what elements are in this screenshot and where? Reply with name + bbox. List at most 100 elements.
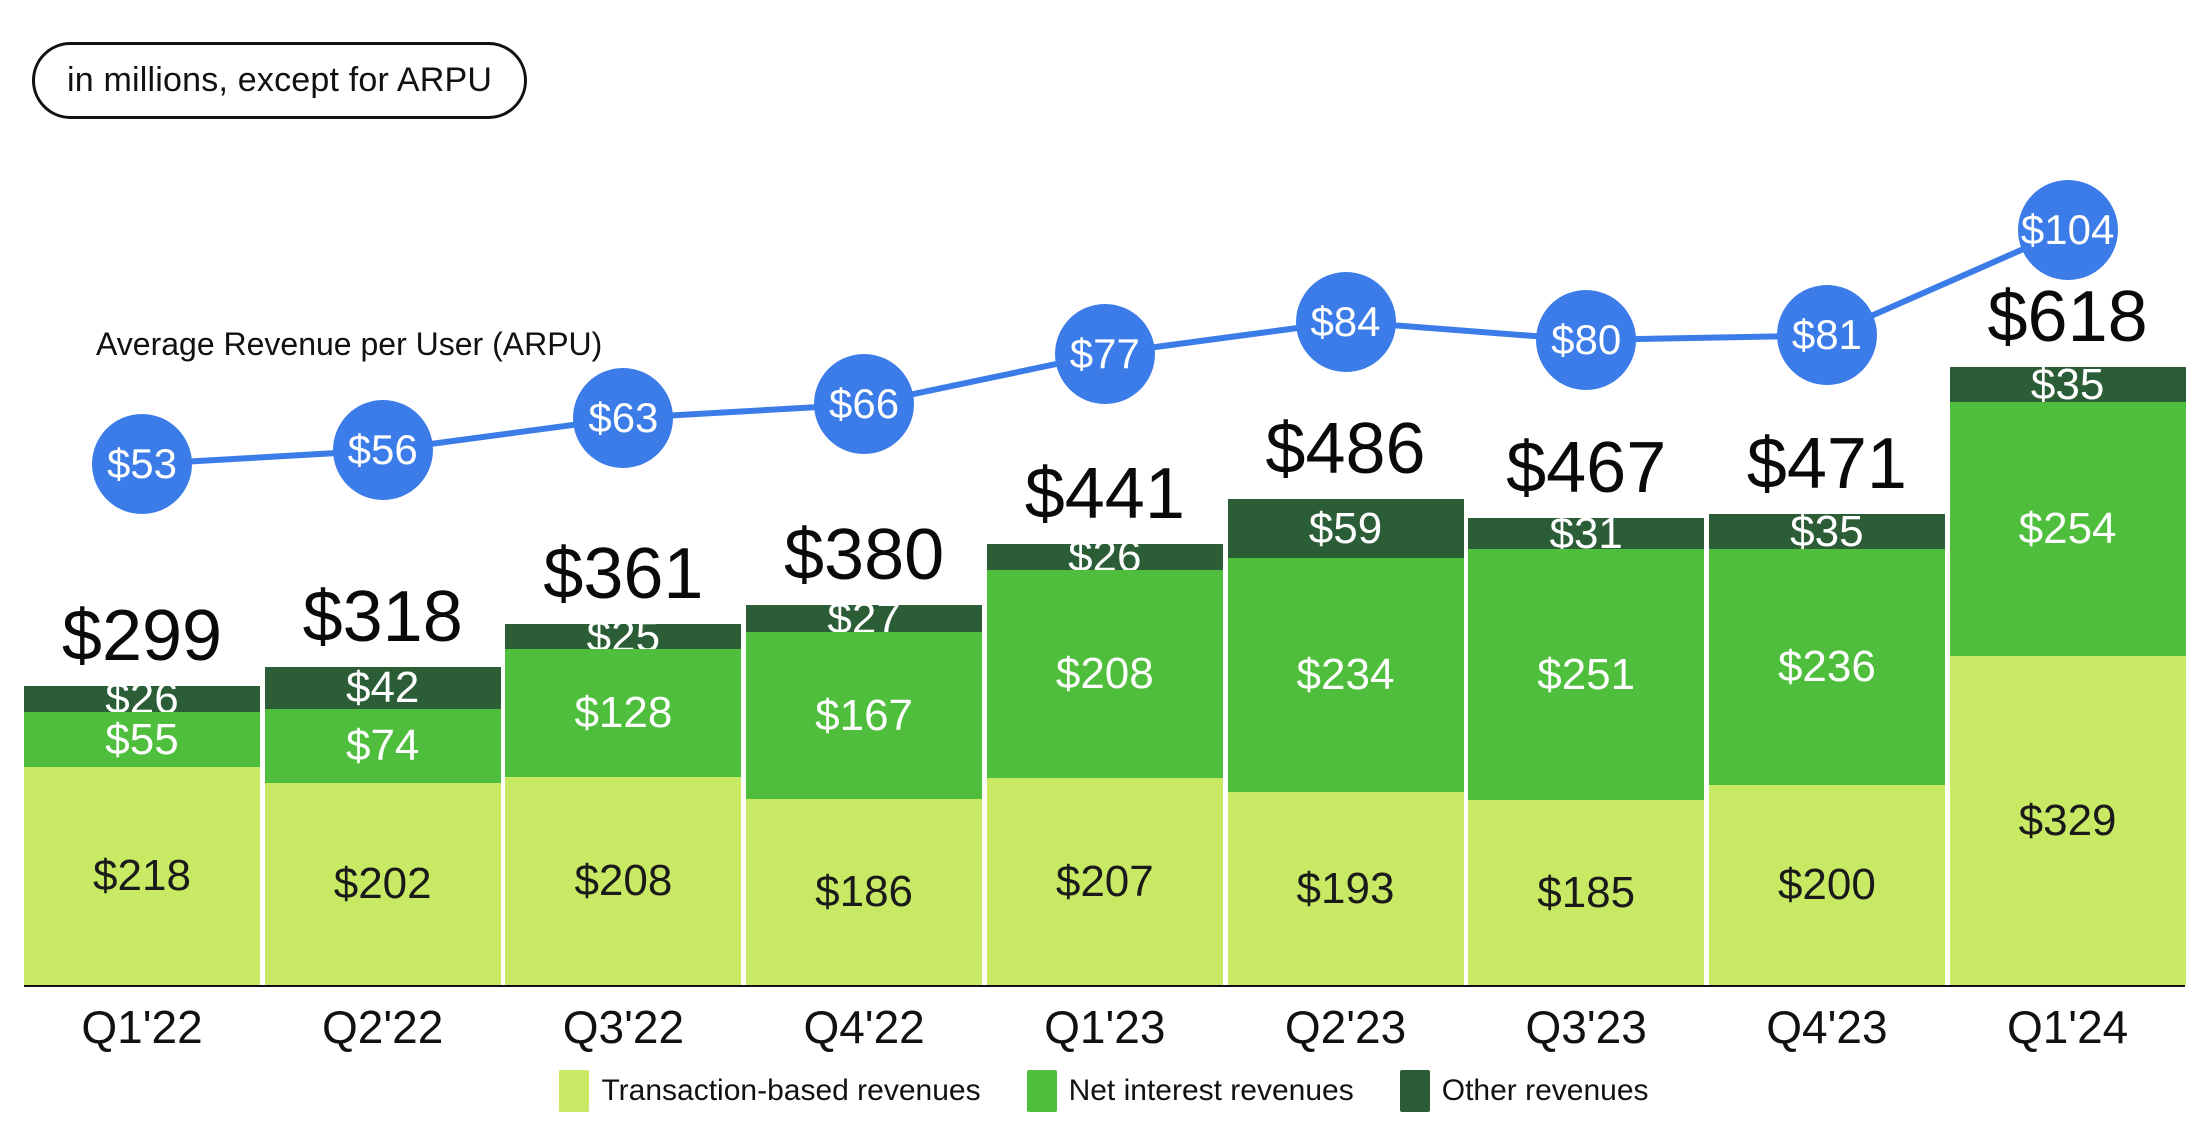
arpu-value-label: $81 (1791, 311, 1862, 359)
stacked-bar-Q1'24: $35 $254 $329 (1949, 362, 2186, 985)
stacked-bar-Q1'22: $26 $55 $218 (24, 677, 260, 985)
legend: Transaction-based revenues Net interest r… (0, 1070, 2208, 1112)
segment-value-label: $207 (1055, 856, 1154, 906)
segment-value-label: $208 (1055, 649, 1154, 698)
bar-segment-net-interest-revenues: $254 (1949, 402, 2186, 656)
arpu-data-point: $53 (92, 414, 192, 515)
legend-swatch (1026, 1070, 1057, 1112)
segment-value-label: $35 (2030, 359, 2105, 409)
segment-value-label: $329 (2018, 795, 2117, 845)
segment-value-label: $55 (105, 714, 179, 764)
stacked-bar-Q3'22: $25 $128 $208 (505, 614, 742, 985)
legend-item: Transaction-based revenues (559, 1070, 981, 1112)
arpu-value-label: $84 (1310, 297, 1381, 345)
bar-segment-other-revenues: $31 (1468, 511, 1705, 555)
segment-value-label: $208 (574, 856, 673, 905)
legend-label: Transaction-based revenues (601, 1074, 981, 1107)
arpu-data-point: $66 (814, 354, 915, 455)
bar-segment-net-interest-revenues: $234 (1227, 558, 1464, 792)
bar-segment-other-revenues: $59 (1227, 499, 1464, 558)
bar-total-label: $618 (1987, 277, 2148, 357)
bar-segment-other-revenues: $26 (24, 677, 260, 721)
x-axis-label: Q1'22 (81, 1001, 203, 1053)
arpu-data-point: $80 (1536, 290, 1637, 390)
arpu-value-label: $104 (2020, 205, 2115, 253)
bar-total-label: $467 (1506, 428, 1667, 508)
segment-value-label: $234 (1296, 650, 1395, 699)
bar-segment-transaction-based-revenues: $186 (746, 799, 983, 985)
legend-item: Other revenues (1399, 1070, 1649, 1112)
arpu-data-point: $56 (332, 400, 433, 501)
x-axis-label: Q2'22 (322, 1001, 444, 1053)
segment-value-label: $186 (815, 867, 914, 916)
legend-item: Net interest revenues (1026, 1070, 1354, 1112)
segment-value-label: $254 (2018, 504, 2117, 553)
segment-value-label: $59 (1308, 503, 1383, 553)
bar-segment-net-interest-revenues: $55 (24, 712, 260, 767)
segment-value-label: $202 (333, 859, 432, 908)
legend-label: Other revenues (1441, 1074, 1649, 1107)
stacked-bar-Q4'23: $35 $236 $200 (1708, 509, 1945, 985)
x-axis-label: Q4'22 (803, 1001, 925, 1053)
units-badge: in millions, except for ARPU (32, 42, 528, 119)
segment-value-label: $35 (1790, 506, 1864, 556)
arpu-value-label: $77 (1069, 329, 1140, 377)
segment-value-label: $251 (1537, 649, 1636, 699)
segment-value-label: $200 (1777, 860, 1876, 909)
bar-segment-transaction-based-revenues: $207 (986, 778, 1223, 985)
legend-swatch (1399, 1070, 1430, 1112)
segment-value-label: $31 (1549, 508, 1623, 558)
x-axis-label: Q2'23 (1284, 1001, 1407, 1053)
bar-segment-other-revenues: $27 (746, 596, 983, 640)
segment-value-label: $42 (345, 663, 420, 712)
bar-total-label: $361 (543, 534, 704, 614)
bar-segment-net-interest-revenues: $167 (746, 632, 983, 799)
arpu-data-point: $81 (1776, 285, 1877, 386)
bar-total-label: $299 (61, 596, 223, 676)
x-axis-label: Q3'22 (562, 1001, 685, 1053)
legend-swatch (559, 1070, 590, 1112)
segment-value-label: $167 (815, 690, 914, 740)
stacked-bar-Q2'23: $59 $234 $193 (1227, 499, 1464, 985)
arpu-series-label: Average Revenue per User (ARPU) (96, 326, 603, 362)
arpu-value-label: $63 (588, 394, 659, 442)
arpu-value-label: $56 (347, 426, 418, 474)
bar-segment-net-interest-revenues: $74 (264, 709, 501, 783)
bar-segment-net-interest-revenues: $251 (1468, 549, 1705, 800)
bar-segment-net-interest-revenues: $128 (505, 649, 742, 777)
stacked-bar-Q2'22: $42 $74 $202 (264, 663, 501, 985)
bar-segment-other-revenues: $42 (264, 663, 501, 712)
segment-value-label: $218 (93, 851, 191, 900)
segment-value-label: $74 (345, 721, 420, 770)
bar-total-label: $380 (784, 515, 945, 595)
x-axis-label: Q3'23 (1525, 1001, 1647, 1053)
arpu-data-point: $84 (1295, 271, 1396, 372)
segment-value-label: $193 (1296, 863, 1395, 913)
x-axis-label: Q4'23 (1766, 1001, 1888, 1053)
stacked-bar-Q3'23: $31 $251 $185 (1468, 511, 1705, 985)
legend-label: Net interest revenues (1068, 1074, 1354, 1107)
bar-segment-net-interest-revenues: $236 (1708, 549, 1945, 785)
x-axis-label: Q1'24 (2006, 1001, 2129, 1053)
bar-segment-net-interest-revenues: $208 (986, 570, 1223, 778)
bar-segment-transaction-based-revenues: $185 (1468, 800, 1705, 985)
bar-segment-transaction-based-revenues: $329 (1949, 656, 2186, 985)
bar-total-label: $441 (1024, 454, 1185, 534)
x-axis-line (24, 985, 2185, 987)
x-axis-label: Q1'23 (1044, 1001, 1166, 1053)
bar-segment-transaction-based-revenues: $200 (1708, 785, 1945, 985)
bar-segment-transaction-based-revenues: $202 (264, 783, 501, 985)
arpu-value-label: $80 (1551, 316, 1622, 363)
bar-segment-other-revenues: $35 (1949, 362, 2186, 406)
bar-total-label: $486 (1265, 409, 1426, 489)
arpu-value-label: $66 (829, 380, 900, 428)
bar-segment-other-revenues: $35 (1708, 509, 1945, 553)
arpu-data-point: $104 (2017, 179, 2118, 280)
bar-segment-transaction-based-revenues: $193 (1227, 792, 1464, 985)
bar-segment-transaction-based-revenues: $208 (505, 777, 742, 985)
arpu-data-point: $63 (573, 368, 674, 469)
bar-segment-transaction-based-revenues: $218 (24, 767, 260, 985)
stacked-bar-Q4'22: $27 $167 $186 (746, 596, 983, 985)
arpu-data-point: $77 (1054, 303, 1155, 404)
